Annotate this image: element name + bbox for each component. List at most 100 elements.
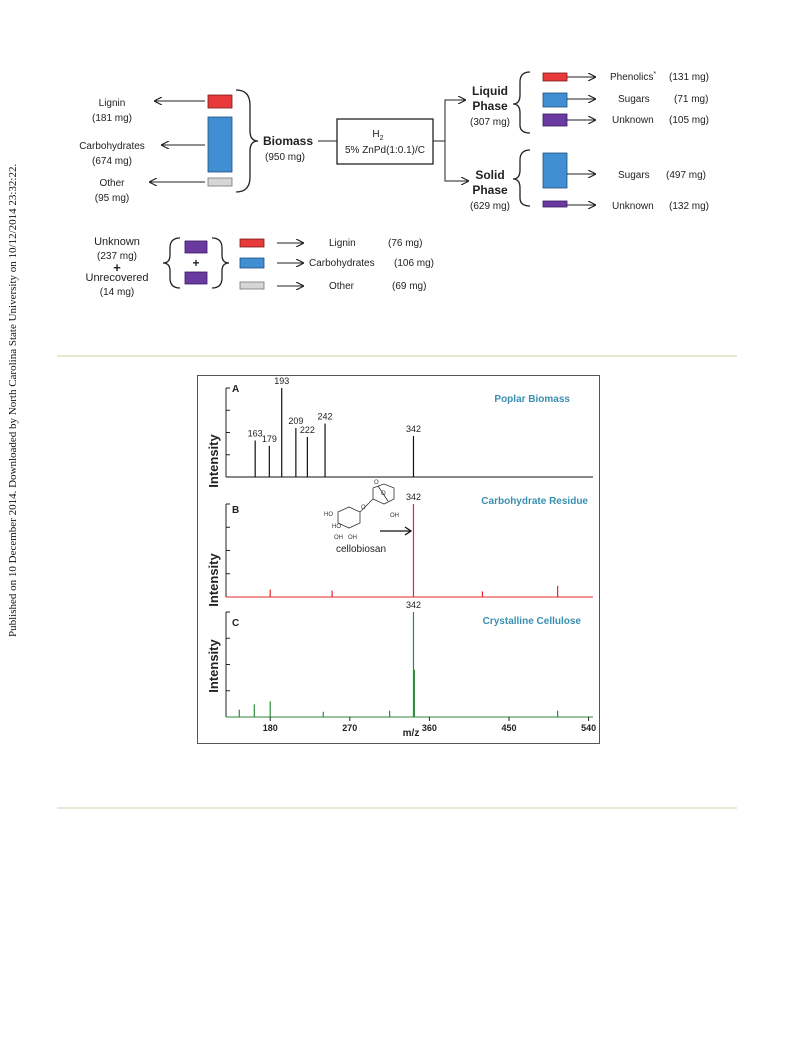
phenolics-mass: (131 mg): [669, 72, 709, 83]
panel-c-title: Crystalline Cellulose: [483, 616, 582, 627]
panel-c: Intensity C Crystalline Cellulose m/z: [206, 616, 581, 739]
svg-text:O: O: [381, 491, 386, 497]
x-tick-label: 450: [501, 723, 516, 733]
x-tick-label: 540: [581, 723, 596, 733]
breakdown-carbohydrates-bar: [239, 257, 265, 269]
breakdown-other-mass: (69 mg): [392, 281, 426, 292]
liquid-sugars-bar: [542, 92, 568, 108]
cellobiosan-structure: [337, 483, 395, 529]
scheme-svg: Lignin (181 mg) Carbohydrates (674 mg) O…: [79, 71, 709, 298]
liquid-unknown-mass: (105 mg): [669, 115, 709, 126]
peak-label: 342: [406, 600, 421, 610]
panel-c-ylabel: Intensity: [206, 639, 221, 693]
peak-label: 222: [300, 425, 315, 435]
liquid-phase-line1: Liquid: [472, 84, 508, 98]
solid-phase-line2: Phase: [472, 183, 508, 197]
solid-unknown-bar: [542, 200, 568, 208]
section-divider-bottom: [57, 807, 737, 809]
unknown-right-brace: [211, 237, 230, 289]
panel-a-letter: A: [232, 384, 239, 395]
solid-sugars-bar: [542, 152, 568, 189]
unknown-left-brace: [162, 237, 181, 289]
solid-unknown-name: Unknown: [612, 201, 654, 212]
section-divider-top: [57, 355, 737, 357]
component-carbohydrates-name: Carbohydrates: [79, 141, 145, 152]
liquid-phase-mass: (307 mg): [470, 117, 510, 128]
liquid-phase-line2: Phase: [472, 99, 508, 113]
breakdown-carbohydrates-mass: (106 mg): [394, 258, 434, 269]
solid-phase-line1: Solid: [475, 168, 504, 182]
unrecovered-bar: [184, 271, 208, 285]
svg-text:HO: HO: [332, 524, 341, 530]
catalyst-box: [336, 118, 434, 165]
panel-a-ylabel: Intensity: [206, 434, 221, 488]
phenolics-bar: [542, 72, 568, 82]
svg-text:OH: OH: [334, 535, 343, 541]
catalyst-h: H: [372, 129, 379, 140]
carbohydrates-bar: [207, 116, 233, 173]
biomass-mass: (950 mg): [265, 152, 305, 163]
x-tick-label: 270: [342, 723, 357, 733]
spectra-svg: Intensity A Poplar Biomass Intensity B C…: [206, 376, 596, 739]
component-other-mass: (95 mg): [95, 193, 129, 204]
phenolics-sup: *: [653, 71, 656, 78]
breakdown-lignin-bar: [239, 238, 265, 248]
svg-text:HO: HO: [324, 512, 333, 518]
x-tick-label: 180: [263, 723, 278, 733]
panel-a-title: Poplar Biomass: [494, 394, 570, 405]
breakdown-lignin-mass: (76 mg): [388, 238, 422, 249]
svg-text:OH: OH: [390, 513, 399, 519]
breakdown-other-name: Other: [329, 281, 355, 292]
svg-text:O: O: [361, 505, 366, 511]
unknown-plus: +: [192, 256, 199, 270]
breakdown-other-bar: [239, 281, 265, 290]
peak-label: 179: [262, 434, 277, 444]
panel-b-ylabel: Intensity: [206, 553, 221, 607]
panel-a: Intensity A Poplar Biomass: [206, 384, 570, 488]
x-axis-label: m/z: [403, 728, 420, 739]
component-other-name: Other: [99, 178, 125, 189]
phenolics-name: Phenolics: [610, 72, 653, 83]
liquid-sugars-mass: (71 mg): [674, 94, 708, 105]
peak-label: 242: [318, 412, 333, 422]
liquid-sugars-name: Sugars: [618, 94, 650, 105]
catalyst-h2: H2: [372, 129, 383, 142]
lignin-bar: [207, 94, 233, 109]
solid-brace: [512, 149, 531, 207]
solid-sugars-mass: (497 mg): [666, 170, 706, 181]
peak-label: 342: [406, 492, 421, 502]
mass-spectra-figure: Intensity A Poplar Biomass Intensity B C…: [197, 375, 600, 744]
mass-balance-scheme: Lignin (181 mg) Carbohydrates (674 mg) O…: [60, 55, 740, 315]
solid-phase-mass: (629 mg): [470, 201, 510, 212]
cellobiosan-label: cellobiosan: [336, 544, 386, 555]
download-notice: Published on 10 December 2014. Downloade…: [4, 163, 22, 640]
svg-text:O: O: [374, 480, 379, 486]
solid-unknown-mass: (132 mg): [669, 201, 709, 212]
biomass-brace: [235, 89, 259, 193]
panel-b: Intensity B Carbohydrate Residue O O OH …: [206, 480, 588, 607]
component-lignin-name: Lignin: [99, 98, 126, 109]
phenolics-label: Phenolics*: [610, 71, 656, 83]
svg-text:OH: OH: [348, 535, 357, 541]
breakdown-carbohydrates-name: Carbohydrates: [309, 258, 375, 269]
other-bar: [207, 177, 233, 187]
download-notice-text: Published on 10 December 2014. Downloade…: [7, 163, 19, 637]
liquid-unknown-name: Unknown: [612, 115, 654, 126]
panel-b-title: Carbohydrate Residue: [481, 496, 588, 507]
plus-sign: +: [113, 260, 121, 275]
x-tick-label: 360: [422, 723, 437, 733]
catalyst-h-sub: 2: [380, 135, 384, 142]
liquid-unknown-bar: [542, 113, 568, 127]
peak-label: 193: [274, 376, 289, 386]
panel-c-letter: C: [232, 618, 239, 629]
panel-b-letter: B: [232, 505, 239, 516]
biomass-label: Biomass: [263, 134, 313, 148]
liquid-brace: [512, 71, 531, 134]
breakdown-lignin-name: Lignin: [329, 238, 356, 249]
peak-label: 342: [406, 424, 421, 434]
component-carbohydrates-mass: (674 mg): [92, 156, 132, 167]
unknown-bar: [184, 240, 208, 254]
unknown-label: Unknown: [94, 236, 140, 248]
peak-label: 209: [288, 416, 303, 426]
peak-label: 163: [248, 429, 263, 439]
